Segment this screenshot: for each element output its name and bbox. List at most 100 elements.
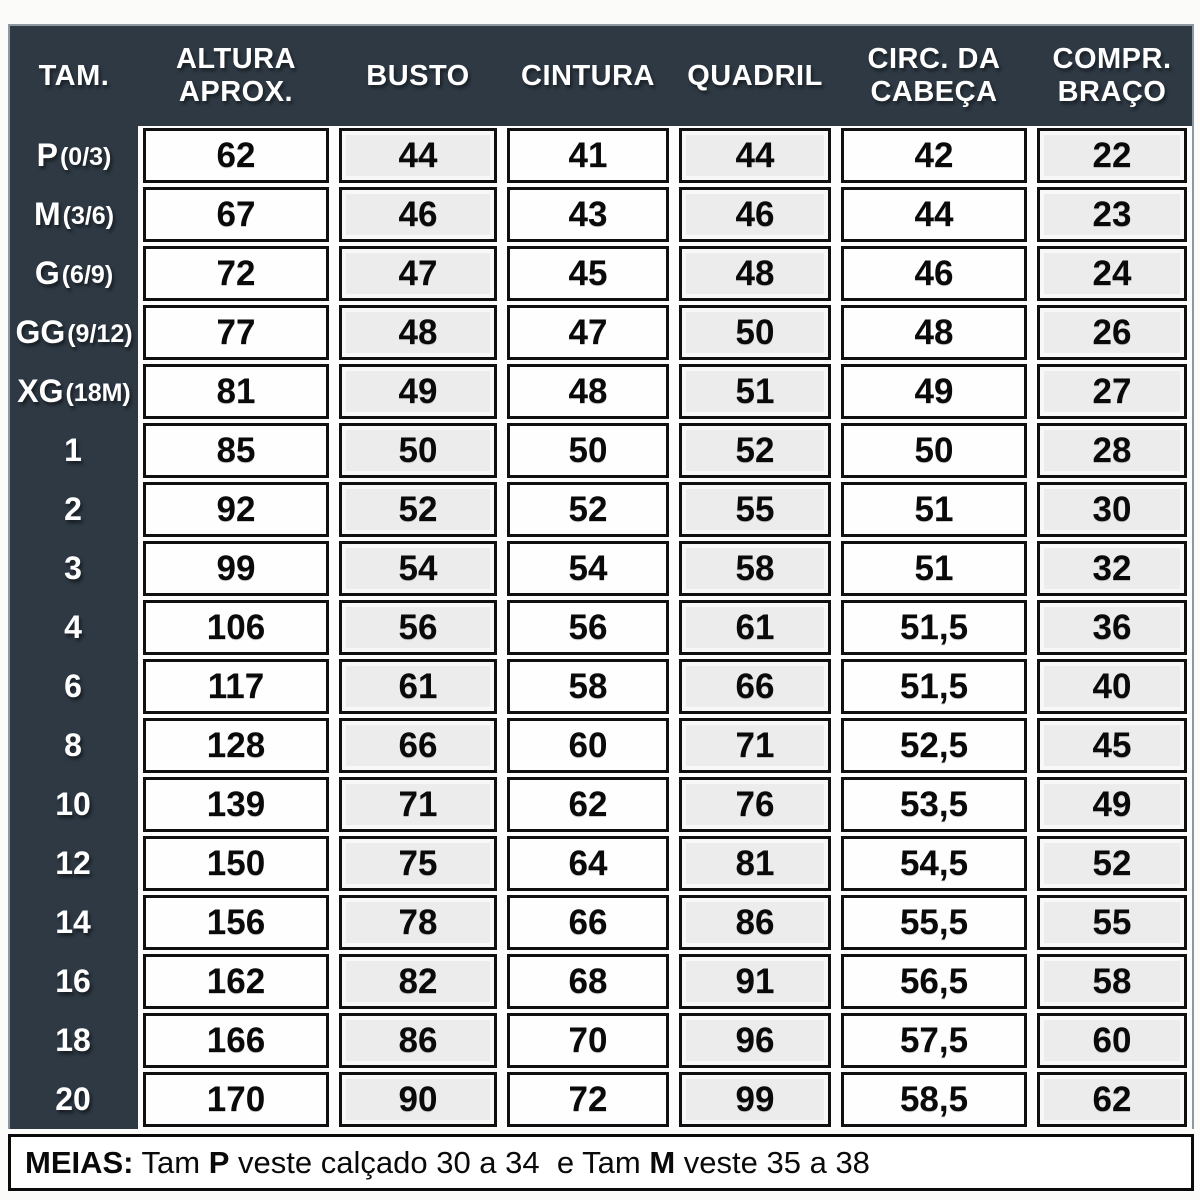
cell-braco: 36 [1037,600,1187,655]
cell-altura: 77 [143,305,329,360]
cell-busto: 90 [339,1072,497,1127]
cell-cintura: 54 [507,541,669,596]
cell-braco: 32 [1037,541,1187,596]
cell-braco: 26 [1037,305,1187,360]
row-size-label: 3 [64,550,82,586]
cell-cintura: 70 [507,1013,669,1068]
cell-cintura: 45 [507,246,669,301]
cell-cabeca: 54,5 [841,836,1027,891]
col-header-altura: ALTURA APROX. [175,43,297,108]
cell-altura: 156 [143,895,329,950]
cell-altura: 72 [143,246,329,301]
cell-cabeca: 51,5 [841,600,1027,655]
row-size-label: 12 [55,845,91,881]
size-chart-table: TAM. ALTURA APROX. BUSTO CINTURA QUADRIL… [8,24,1194,1191]
row-size-label: P (0/3) [36,137,112,173]
cell-braco: 40 [1037,659,1187,714]
col-header-quadril: QUADRIL [687,59,823,92]
row-size-label: 1 [64,432,82,468]
cell-cintura: 60 [507,718,669,773]
cell-busto: 61 [339,659,497,714]
cell-braco: 55 [1037,895,1187,950]
cell-cabeca: 56,5 [841,954,1027,1009]
cell-altura: 117 [143,659,329,714]
cell-cintura: 62 [507,777,669,832]
row-size-label: 6 [64,668,82,704]
cell-quadril: 66 [679,659,831,714]
cell-cabeca: 58,5 [841,1072,1027,1127]
row-size-label: 2 [64,491,82,527]
row-size-label: 4 [64,609,82,645]
cell-cintura: 50 [507,423,669,478]
cell-quadril: 46 [679,187,831,242]
size-label-column: P (0/3) M (3/6) G (6/9) GG (9/12) XG (18M) 1 2 3 4 6 8 1… [10,126,138,1129]
cell-quadril: 58 [679,541,831,596]
cell-braco: 52 [1037,836,1187,891]
cell-cabeca: 53,5 [841,777,1027,832]
cell-cintura: 43 [507,187,669,242]
cell-altura: 166 [143,1013,329,1068]
cell-altura: 139 [143,777,329,832]
cell-braco: 49 [1037,777,1187,832]
cell-braco: 24 [1037,246,1187,301]
cell-quadril: 55 [679,482,831,537]
row-size-label: 20 [55,1081,91,1117]
cell-altura: 67 [143,187,329,242]
row-size-label: 8 [64,727,82,763]
cell-cabeca: 46 [841,246,1027,301]
cell-altura: 99 [143,541,329,596]
col-header-compr-braco: COMPR. BRAÇO [1052,43,1172,108]
cell-altura: 62 [143,128,329,183]
cell-cabeca: 51 [841,541,1027,596]
cell-busto: 86 [339,1013,497,1068]
values-grid: 62 44 41 44 42 22 67 46 43 46 44 23 72 47 45 48 46 24 77 48… [138,126,1192,1129]
row-size-label: 10 [55,786,91,822]
cell-quadril: 50 [679,305,831,360]
cell-busto: 50 [339,423,497,478]
cell-busto: 82 [339,954,497,1009]
cell-braco: 22 [1037,128,1187,183]
cell-busto: 52 [339,482,497,537]
cell-cintura: 41 [507,128,669,183]
cell-quadril: 61 [679,600,831,655]
cell-braco: 23 [1037,187,1187,242]
cell-quadril: 44 [679,128,831,183]
cell-altura: 85 [143,423,329,478]
row-size-label: 14 [55,904,91,940]
cell-altura: 150 [143,836,329,891]
cell-quadril: 71 [679,718,831,773]
cell-cintura: 64 [507,836,669,891]
table-frame: TAM. ALTURA APROX. BUSTO CINTURA QUADRIL… [8,24,1194,1129]
cell-quadril: 48 [679,246,831,301]
cell-busto: 75 [339,836,497,891]
socks-note: MEIAS: Tam P veste calçado 30 a 34 e Tam… [8,1134,1194,1191]
cell-busto: 78 [339,895,497,950]
cell-cabeca: 48 [841,305,1027,360]
cell-busto: 54 [339,541,497,596]
cell-quadril: 51 [679,364,831,419]
socks-note-label: MEIAS: [25,1144,134,1180]
cell-quadril: 52 [679,423,831,478]
col-header-circ-cabeca: CIRC. DA CABEÇA [867,43,1001,108]
row-size-label: 16 [55,963,91,999]
table-body: P (0/3) M (3/6) G (6/9) GG (9/12) XG (18M) 1 2 3 4 6 8 1… [10,126,1192,1129]
cell-altura: 162 [143,954,329,1009]
cell-cintura: 47 [507,305,669,360]
cell-busto: 71 [339,777,497,832]
cell-cabeca: 50 [841,423,1027,478]
cell-cintura: 58 [507,659,669,714]
row-size-label: G (6/9) [34,255,114,291]
cell-braco: 45 [1037,718,1187,773]
table-header-row: TAM. ALTURA APROX. BUSTO CINTURA QUADRIL… [10,26,1192,126]
cell-busto: 46 [339,187,497,242]
cell-altura: 92 [143,482,329,537]
cell-busto: 48 [339,305,497,360]
cell-quadril: 86 [679,895,831,950]
cell-braco: 27 [1037,364,1187,419]
cell-cabeca: 51,5 [841,659,1027,714]
cell-quadril: 91 [679,954,831,1009]
cell-cabeca: 57,5 [841,1013,1027,1068]
cell-altura: 128 [143,718,329,773]
cell-braco: 62 [1037,1072,1187,1127]
cell-cintura: 72 [507,1072,669,1127]
